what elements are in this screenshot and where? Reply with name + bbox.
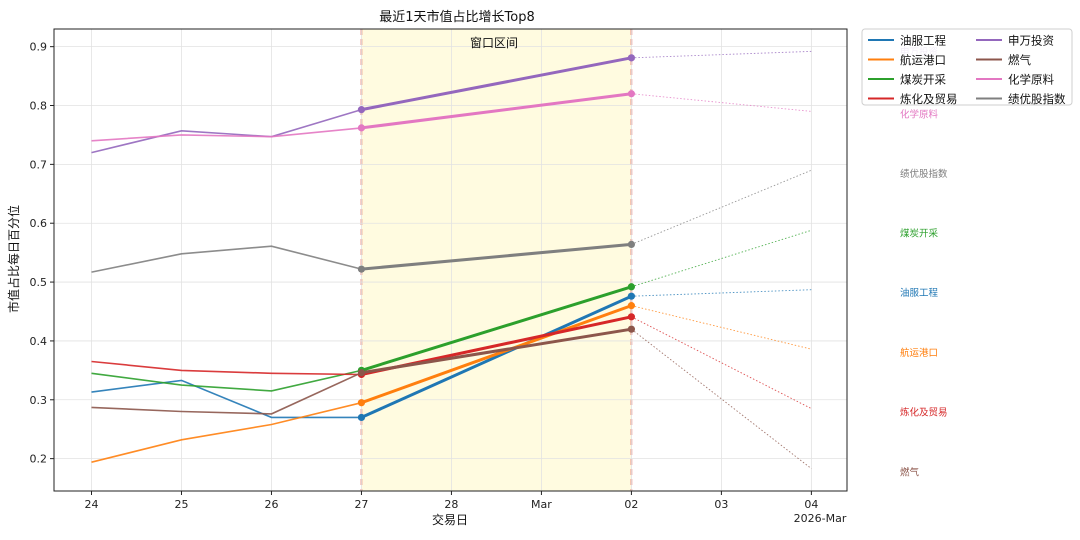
y-tick-label: 0.6 bbox=[30, 217, 48, 230]
y-tick-label: 0.9 bbox=[30, 41, 48, 54]
x-tick-label: Mar bbox=[531, 498, 552, 511]
end-label-航运港口: 航运港口 bbox=[900, 347, 938, 359]
data-point-航运港口 bbox=[627, 302, 636, 310]
end-label-化学原料: 化学原料 bbox=[900, 109, 939, 121]
series-window-line-煤炭开采 bbox=[360, 285, 633, 372]
data-point-化学原料 bbox=[627, 90, 636, 98]
end-label-油服工程: 油服工程 bbox=[900, 287, 939, 299]
legend-label: 航运港口 bbox=[900, 53, 946, 67]
series-layer bbox=[91, 56, 633, 463]
y-tick-label: 0.8 bbox=[30, 100, 48, 113]
data-point-绩优股指数 bbox=[357, 265, 366, 273]
x-tick-label: 04 bbox=[804, 498, 818, 511]
end-label-炼化及贸易: 炼化及贸易 bbox=[900, 407, 948, 419]
y-tick-label: 0.4 bbox=[30, 335, 48, 348]
series-line-油服工程 bbox=[91, 379, 362, 419]
data-point-燃气 bbox=[357, 369, 366, 377]
legend-label: 煤炭开采 bbox=[900, 73, 946, 87]
chart-title: 最近1天市值占比增长Top8 bbox=[379, 9, 534, 25]
data-point-申万投资 bbox=[357, 106, 366, 114]
series-window-line-化学原料 bbox=[360, 92, 633, 130]
series-line-绩优股指数 bbox=[91, 245, 362, 273]
data-point-油服工程 bbox=[627, 292, 636, 300]
projection-line-燃气 bbox=[631, 328, 812, 469]
end-label-燃气: 燃气 bbox=[900, 467, 920, 479]
legend-label: 绩优股指数 bbox=[1008, 92, 1066, 106]
series-window-line-燃气 bbox=[360, 327, 633, 375]
x-tick-label: 02 bbox=[624, 498, 638, 511]
series-line-燃气 bbox=[91, 371, 362, 415]
x-tick-label: 26 bbox=[264, 498, 278, 511]
plot-frame bbox=[53, 28, 848, 492]
y-axis-label: 市值占比每日百分位 bbox=[6, 205, 21, 313]
series-window-line-绩优股指数 bbox=[360, 242, 633, 271]
data-point-煤炭开采 bbox=[627, 283, 636, 291]
legend-label: 炼化及贸易 bbox=[900, 92, 958, 106]
window-region bbox=[361, 29, 632, 491]
y-tick-label: 0.3 bbox=[30, 394, 48, 407]
window-region-label: 窗口区间 bbox=[470, 36, 518, 50]
ticks-layer: 0.2 0.3 0.4 0.5 0.6 0.7 0.8 0.9 24 25 26 27 28 Mar 02 0… bbox=[30, 41, 819, 511]
window-region-layer bbox=[360, 29, 633, 491]
data-point-炼化及贸易 bbox=[627, 313, 636, 321]
y-tick-label: 0.7 bbox=[30, 158, 48, 171]
legend-label: 化学原料 bbox=[1008, 73, 1054, 87]
series-window-line-油服工程 bbox=[360, 294, 633, 419]
legend-label: 申万投资 bbox=[1008, 34, 1054, 48]
axes-frame-layer bbox=[53, 28, 848, 492]
y-tick-label: 0.2 bbox=[30, 453, 48, 466]
projection-line-炼化及贸易 bbox=[631, 316, 812, 410]
x-axis-label: 交易日 bbox=[432, 512, 468, 527]
series-line-煤炭开采 bbox=[91, 369, 362, 392]
data-point-燃气 bbox=[627, 325, 636, 333]
projection-line-航运港口 bbox=[631, 305, 812, 350]
series-line-航运港口 bbox=[91, 401, 362, 463]
projection-layer bbox=[631, 50, 812, 469]
series-line-申万投资 bbox=[91, 108, 362, 154]
x-tick-label: 28 bbox=[444, 498, 458, 511]
series-window-line-申万投资 bbox=[360, 56, 633, 112]
points-layer bbox=[357, 54, 636, 422]
projection-line-化学原料 bbox=[631, 93, 812, 112]
x-axis-offset-label: 2026-Mar bbox=[794, 512, 847, 525]
data-point-航运港口 bbox=[357, 399, 366, 407]
end-label-绩优股指数: 绩优股指数 bbox=[900, 168, 948, 180]
series-line-炼化及贸易 bbox=[91, 360, 362, 376]
data-point-油服工程 bbox=[357, 413, 366, 422]
x-tick-label: 27 bbox=[354, 498, 368, 511]
data-point-化学原料 bbox=[357, 124, 366, 132]
data-point-绩优股指数 bbox=[627, 240, 636, 249]
series-line-化学原料 bbox=[91, 127, 362, 142]
legend-label: 燃气 bbox=[1008, 53, 1031, 67]
projection-line-绩优股指数 bbox=[631, 169, 812, 245]
end-label-煤炭开采: 煤炭开采 bbox=[900, 228, 939, 240]
series-window-line-航运港口 bbox=[360, 304, 633, 405]
x-tick-label: 24 bbox=[84, 498, 98, 511]
legend-label: 油服工程 bbox=[900, 34, 946, 48]
data-point-申万投资 bbox=[627, 54, 636, 62]
grid-layer bbox=[54, 29, 847, 491]
y-tick-label: 0.5 bbox=[30, 276, 48, 289]
x-tick-label: 03 bbox=[714, 498, 728, 511]
x-tick-label: 25 bbox=[174, 498, 188, 511]
legend-box bbox=[861, 28, 1073, 106]
